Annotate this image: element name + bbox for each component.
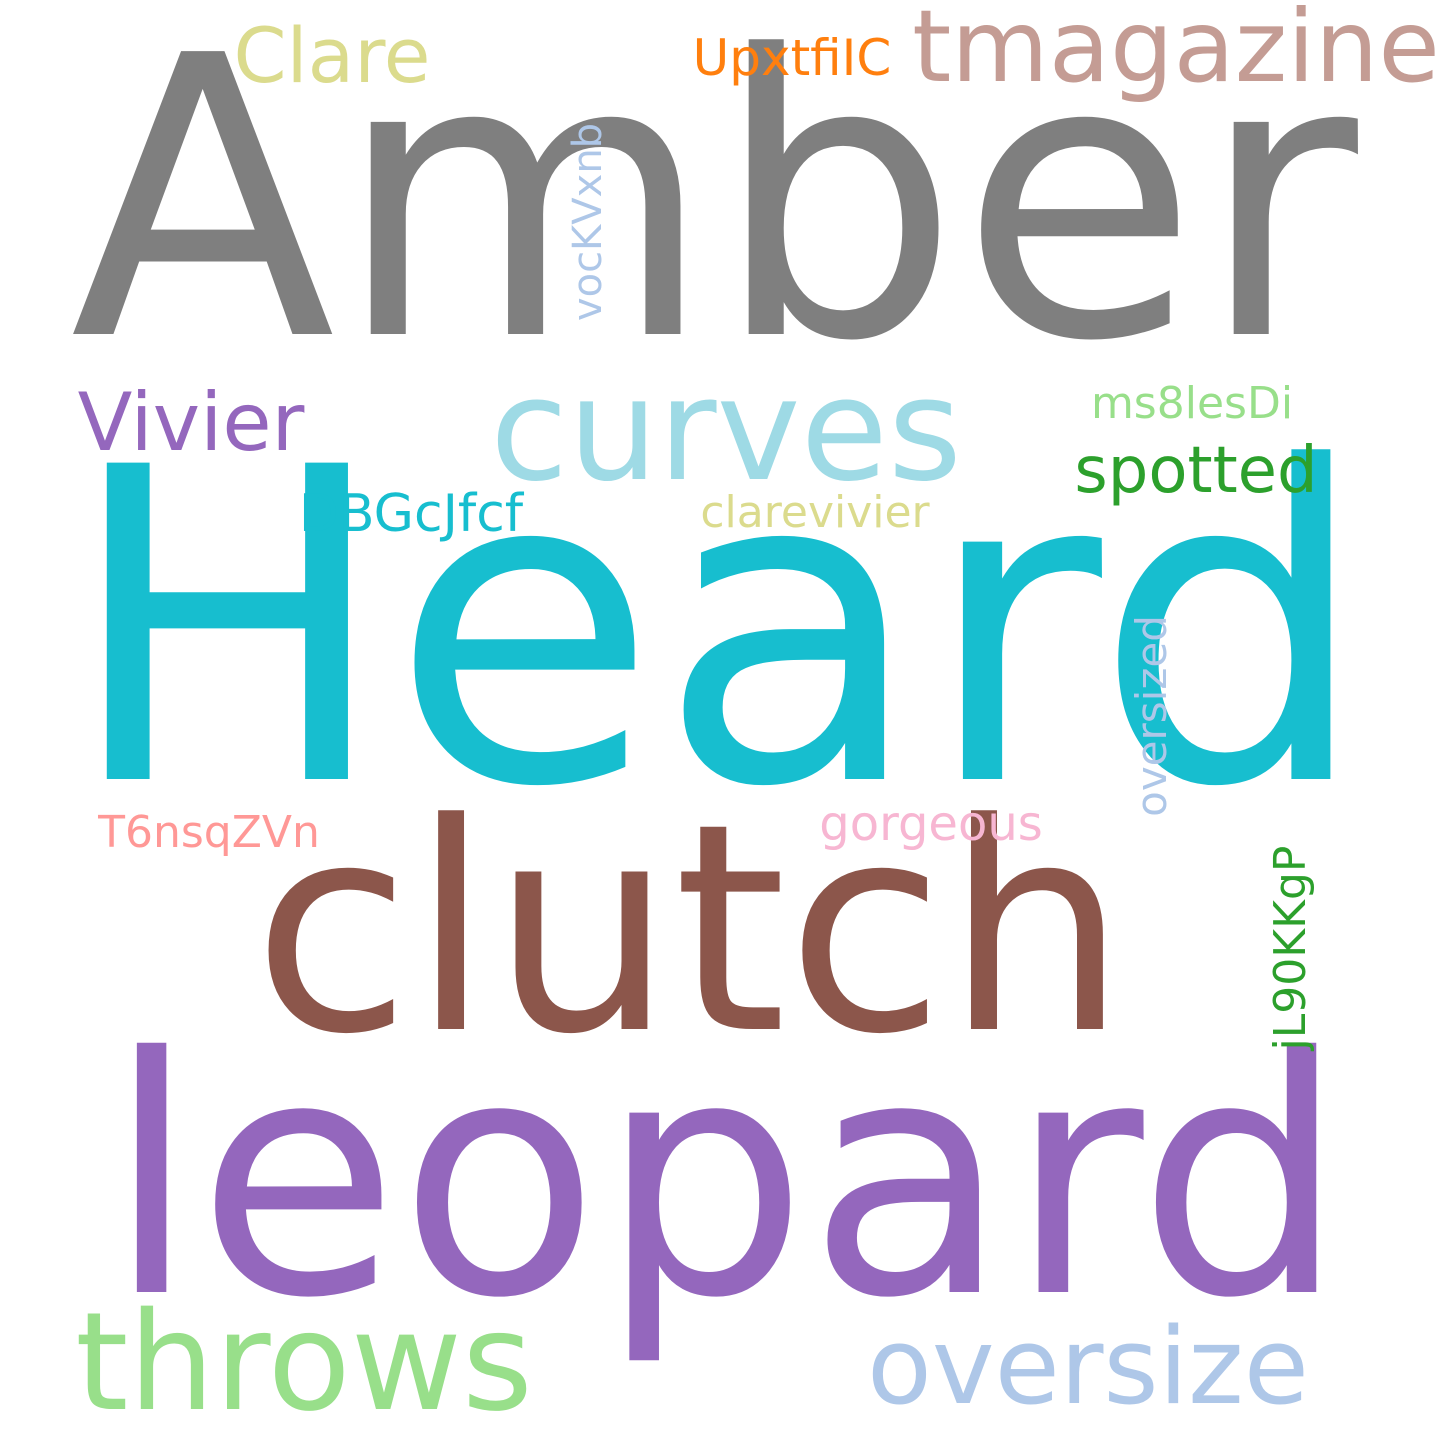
word-spotted: spotted <box>1074 434 1318 508</box>
word-clutch: clutch <box>252 762 1128 1097</box>
word-vockvxnb: vocKVxnb <box>565 122 611 322</box>
word-t6nsqzvn: T6nsqZVn <box>98 807 320 858</box>
word-clarevivier: clarevivier <box>700 487 930 538</box>
word-ms8lesdi: ms8lesDi <box>1090 378 1294 429</box>
word-leopard: leopard <box>105 989 1347 1370</box>
word-upxtfiic: UpxtfiIC <box>692 29 892 87</box>
word-curves: curves <box>490 348 962 513</box>
word-dbgcjfcf: DBGcJfcf <box>298 484 524 544</box>
word-heard: Heard <box>64 377 1370 882</box>
word-vivier: Vivier <box>77 376 305 469</box>
word-throws: throws <box>75 1284 533 1440</box>
word-oversize: oversize <box>867 1305 1309 1428</box>
word-oversized: oversized <box>1127 615 1176 817</box>
word-clare: Clare <box>233 11 431 100</box>
word-tmagazine: tmagazine <box>912 0 1440 105</box>
word-jl90kkgp: jL90KKgP <box>1265 845 1316 1051</box>
word-amber: Amber <box>70 0 1358 426</box>
word-gorgeous: gorgeous <box>819 796 1043 852</box>
